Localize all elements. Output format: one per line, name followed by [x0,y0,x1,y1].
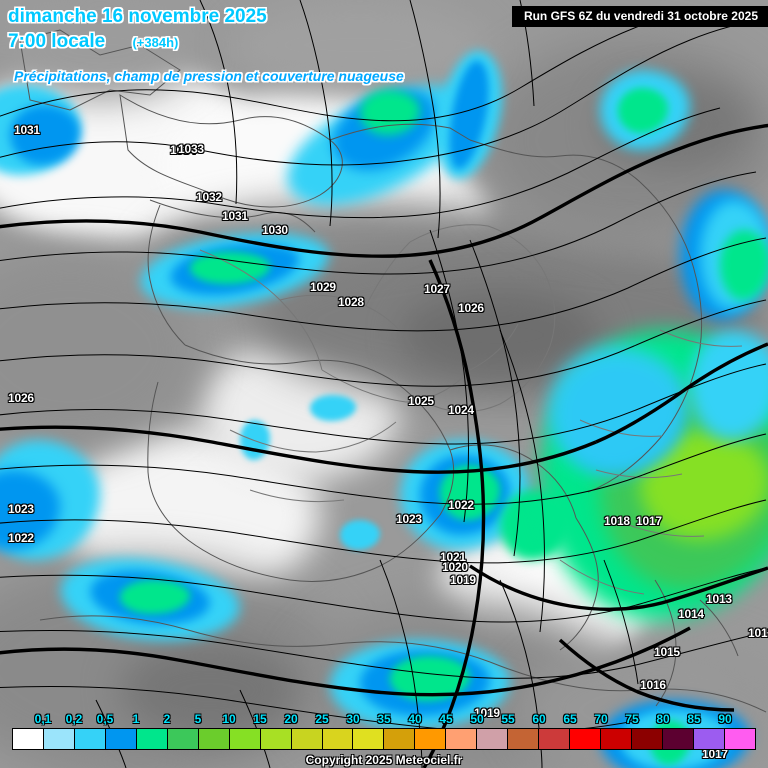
legend-tick: 20 [284,712,298,726]
legend-swatch [105,729,137,749]
model-run-banner: Run GFS 6Z du vendredi 31 octobre 2025 [511,6,768,27]
isobar-label: 1018 [604,514,630,528]
legend-swatch [446,729,478,749]
isobar-label: 1031 [222,209,248,223]
legend-tick: 1 [132,712,140,726]
isobar-label: 1029 [310,280,336,294]
legend-tick: 35 [377,712,391,726]
isobar-label: 1024 [448,403,474,417]
precipitation-legend: 0,1 0,2 0,5 1 2 5 10 15 20 25 30 35 40 45 50 55 60 65 70 75… [0,712,768,750]
legend-swatch [632,729,664,749]
isobar-label: 1013 [748,626,768,640]
legend-swatch [384,729,416,749]
legend-swatch [539,729,571,749]
isobar-label: 1023 [396,512,422,526]
legend-swatch [43,729,75,749]
legend-swatch [477,729,509,749]
isobar-label: 1023 [8,502,34,516]
legend-swatch [724,729,755,749]
legend-tick: 2 [163,712,171,726]
legend-swatch [353,729,385,749]
isobar-label: 1027 [424,282,450,296]
isobar-label: 1022 [8,531,34,545]
isobar-label: 1034 [170,143,196,157]
legend-tick: 90 [718,712,732,726]
legend-swatch [570,729,602,749]
isobar-label: 1015 [654,645,680,659]
isobar-label: 1022 [448,498,474,512]
isobar-label: 1020 [442,560,468,574]
legend-tick: 0,5 [96,712,114,726]
forecast-time-row: 7:00 locale (+384h) [8,29,267,54]
isobar-label: 1031 [14,123,40,137]
isobar-label: 1017 [636,514,662,528]
legend-tick: 50 [470,712,484,726]
isobar-label: 1013 [706,592,732,606]
legend-swatch [198,729,230,749]
isobar-label: 1017 [702,747,728,761]
legend-tick: 0,1 [34,712,52,726]
isobar-label: 1030 [262,223,288,237]
legend-tick: 5 [194,712,202,726]
legend-swatch [229,729,261,749]
legend-tick: 85 [687,712,701,726]
isobar-label: 1016 [640,678,666,692]
legend-swatch [291,729,323,749]
isobar-label: 1033 [178,142,204,156]
legend-tick: 45 [439,712,453,726]
isobar-label: 1014 [678,607,704,621]
legend-swatch [136,729,168,749]
isobar-label: 1021 [440,550,466,564]
legend-color-bar[interactable] [12,728,756,750]
legend-tick: 65 [563,712,577,726]
legend-tick: 25 [315,712,329,726]
copyright-text: Copyright 2025 Meteociel.fr [305,753,463,767]
legend-tick: 70 [594,712,608,726]
legend-tick: 15 [253,712,267,726]
legend-tick: 30 [346,712,360,726]
legend-tick: 0,2 [65,712,83,726]
forecast-hour: (+384h) [132,35,179,51]
legend-swatch [693,729,725,749]
legend-tick: 60 [532,712,546,726]
legend-swatch [415,729,447,749]
legend-swatch [260,729,292,749]
legend-swatch [13,729,44,749]
forecast-time: 7:00 locale [8,31,106,53]
forecast-description: Précipitations, champ de pression et cou… [14,68,404,84]
legend-swatch [167,729,199,749]
legend-tick: 80 [656,712,670,726]
forecast-date: dimanche 16 novembre 2025 [8,6,267,27]
isobar-label: 1032 [196,190,222,204]
isobar-label: 1019 [474,706,500,720]
isobar-label: 1028 [338,295,364,309]
legend-swatch [74,729,106,749]
legend-swatch [601,729,633,749]
legend-swatch [322,729,354,749]
legend-swatch [508,729,540,749]
legend-tick-labels: 0,1 0,2 0,5 1 2 5 10 15 20 25 30 35 40 45 50 55 60 65 70 75… [0,712,768,728]
isobar-label: 1026 [458,301,484,315]
legend-tick: 10 [222,712,236,726]
legend-swatch [663,729,694,749]
isobar-label: 1026 [8,391,34,405]
forecast-title-block: dimanche 16 novembre 2025 7:00 locale (+… [8,4,267,54]
isobar-label: 1019 [450,573,476,587]
legend-tick: 75 [625,712,639,726]
legend-tick: 55 [501,712,515,726]
isobar-label: 1025 [408,394,434,408]
legend-tick: 40 [408,712,422,726]
